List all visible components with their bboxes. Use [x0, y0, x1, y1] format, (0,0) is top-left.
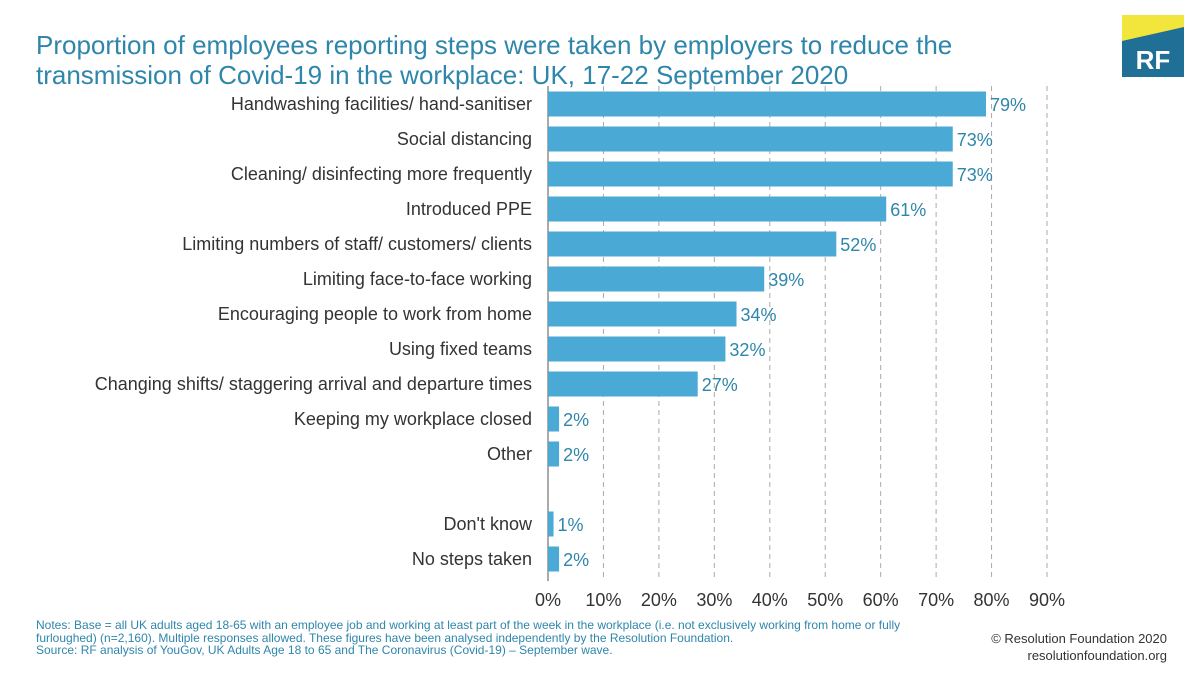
category-label: Using fixed teams: [389, 339, 532, 359]
credit: © Resolution Foundation 2020 resolutionf…: [991, 630, 1167, 664]
data-label: 52%: [840, 235, 876, 255]
x-tick-label: 70%: [918, 590, 954, 610]
bar: [548, 161, 953, 187]
category-label: Limiting numbers of staff/ customers/ cl…: [182, 234, 532, 254]
x-tick-label: 60%: [863, 590, 899, 610]
category-label: Introduced PPE: [406, 199, 532, 219]
category-label: Limiting face-to-face working: [303, 269, 532, 289]
category-label: Cleaning/ disinfecting more frequently: [231, 164, 532, 184]
x-tick-label: 80%: [974, 590, 1010, 610]
category-label: Handwashing facilities/ hand-sanitiser: [231, 94, 532, 114]
category-label: Don't know: [444, 514, 533, 534]
data-label: 34%: [741, 305, 777, 325]
data-label: 1%: [558, 515, 584, 535]
data-label: 73%: [957, 165, 993, 185]
chart-notes: Notes: Base = all UK adults aged 18-65 w…: [36, 618, 901, 657]
x-tick-label: 20%: [641, 590, 677, 610]
rf-logo-text: RF: [1136, 45, 1171, 75]
bar: [548, 91, 987, 117]
category-label: Other: [487, 444, 532, 464]
x-tick-label: 90%: [1029, 590, 1065, 610]
category-label: Keeping my workplace closed: [294, 409, 532, 429]
bar: [548, 126, 953, 152]
copyright-text: © Resolution Foundation 2020: [991, 631, 1167, 646]
website-text: resolutionfoundation.org: [1027, 648, 1168, 663]
data-label: 2%: [563, 445, 589, 465]
bar: [548, 301, 737, 327]
bar: [548, 546, 560, 572]
data-label: 27%: [702, 375, 738, 395]
bar: [548, 196, 887, 222]
x-tick-label: 10%: [585, 590, 621, 610]
x-tick-label: 30%: [696, 590, 732, 610]
x-tick-label: 0%: [535, 590, 561, 610]
data-label: 61%: [890, 200, 926, 220]
bar: [548, 511, 554, 537]
category-label: Encouraging people to work from home: [218, 304, 532, 324]
data-label: 79%: [990, 95, 1026, 115]
chart-title: Proportion of employees reporting steps …: [36, 30, 953, 90]
bar: [548, 336, 726, 362]
bar: [548, 406, 560, 432]
source-line: Source: RF analysis of YouGov, UK Adults…: [36, 643, 613, 657]
data-label: 2%: [563, 410, 589, 430]
rf-logo-accent: [1122, 15, 1184, 41]
data-label: 73%: [957, 130, 993, 150]
category-label: Social distancing: [397, 129, 532, 149]
x-tick-label: 40%: [752, 590, 788, 610]
bar: [548, 371, 698, 397]
bar: [548, 441, 560, 467]
x-tick-label: 50%: [807, 590, 843, 610]
notes-line-2: furloughed) (n=2,160). Multiple response…: [36, 630, 734, 645]
category-label: No steps taken: [412, 549, 532, 569]
bar: [548, 231, 837, 257]
category-label: Changing shifts/ staggering arrival and …: [95, 374, 532, 394]
rf-logo: RF: [1122, 15, 1184, 77]
data-label: 39%: [768, 270, 804, 290]
notes-line-1: Notes: Base = all UK adults aged 18-65 w…: [36, 618, 901, 632]
data-label: 32%: [729, 340, 765, 360]
bar: [548, 266, 765, 292]
data-label: 2%: [563, 550, 589, 570]
